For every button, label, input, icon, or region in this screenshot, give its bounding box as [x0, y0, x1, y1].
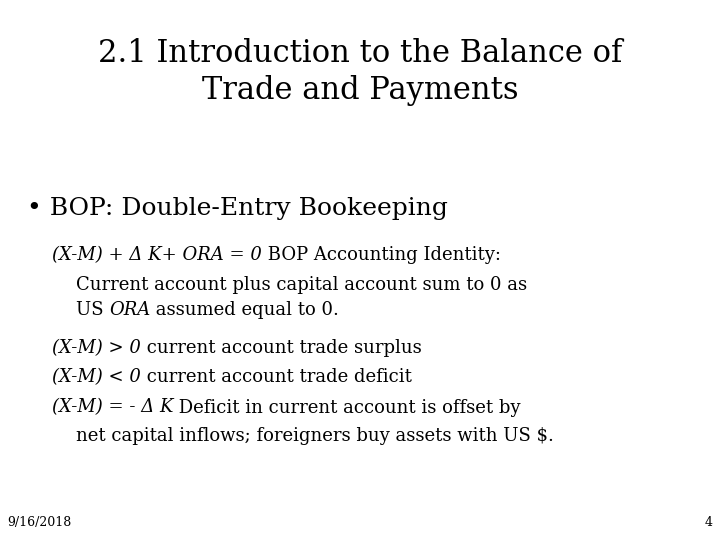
Text: BOP Accounting Identity:: BOP Accounting Identity: [261, 246, 500, 264]
Text: (X-M) > 0: (X-M) > 0 [52, 339, 140, 357]
Text: ORA: ORA [109, 301, 150, 319]
Text: current account trade surplus: current account trade surplus [140, 339, 421, 357]
Text: 4: 4 [705, 516, 713, 529]
Text: current account trade deficit: current account trade deficit [140, 368, 412, 386]
Text: assumed equal to 0.: assumed equal to 0. [150, 301, 339, 319]
Text: (X-M) < 0: (X-M) < 0 [52, 368, 140, 386]
Text: • BOP: Double-Entry Bookeeping: • BOP: Double-Entry Bookeeping [27, 197, 449, 220]
Text: (X-M) = - Δ K: (X-M) = - Δ K [52, 399, 174, 416]
Text: 2.1 Introduction to the Balance of
Trade and Payments: 2.1 Introduction to the Balance of Trade… [98, 38, 622, 106]
Text: 9/16/2018: 9/16/2018 [7, 516, 71, 529]
Text: Deficit in current account is offset by: Deficit in current account is offset by [174, 399, 521, 416]
Text: US: US [76, 301, 109, 319]
Text: (X-M) + Δ K+ ORA = 0: (X-M) + Δ K+ ORA = 0 [52, 246, 261, 264]
Text: net capital inflows; foreigners buy assets with US $.: net capital inflows; foreigners buy asse… [76, 427, 554, 444]
Text: Current account plus capital account sum to 0 as: Current account plus capital account sum… [76, 276, 527, 294]
